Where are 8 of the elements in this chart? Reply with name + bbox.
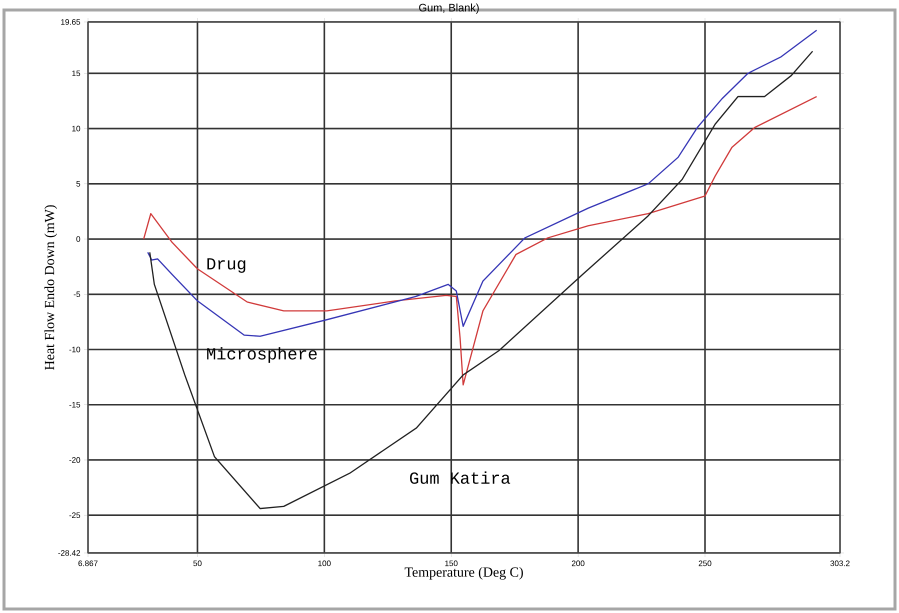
series-label: Microsphere bbox=[207, 347, 317, 363]
series-label: Drug bbox=[207, 258, 246, 273]
line-series bbox=[149, 50, 814, 510]
x-axis-title: Temperature (Deg C) bbox=[404, 566, 523, 580]
y-axis-title: Heat Flow Endo Down (mW) bbox=[44, 205, 58, 370]
line-series bbox=[143, 96, 818, 386]
line-series bbox=[147, 30, 818, 337]
chart-title: Gum, Blank) bbox=[419, 4, 479, 14]
